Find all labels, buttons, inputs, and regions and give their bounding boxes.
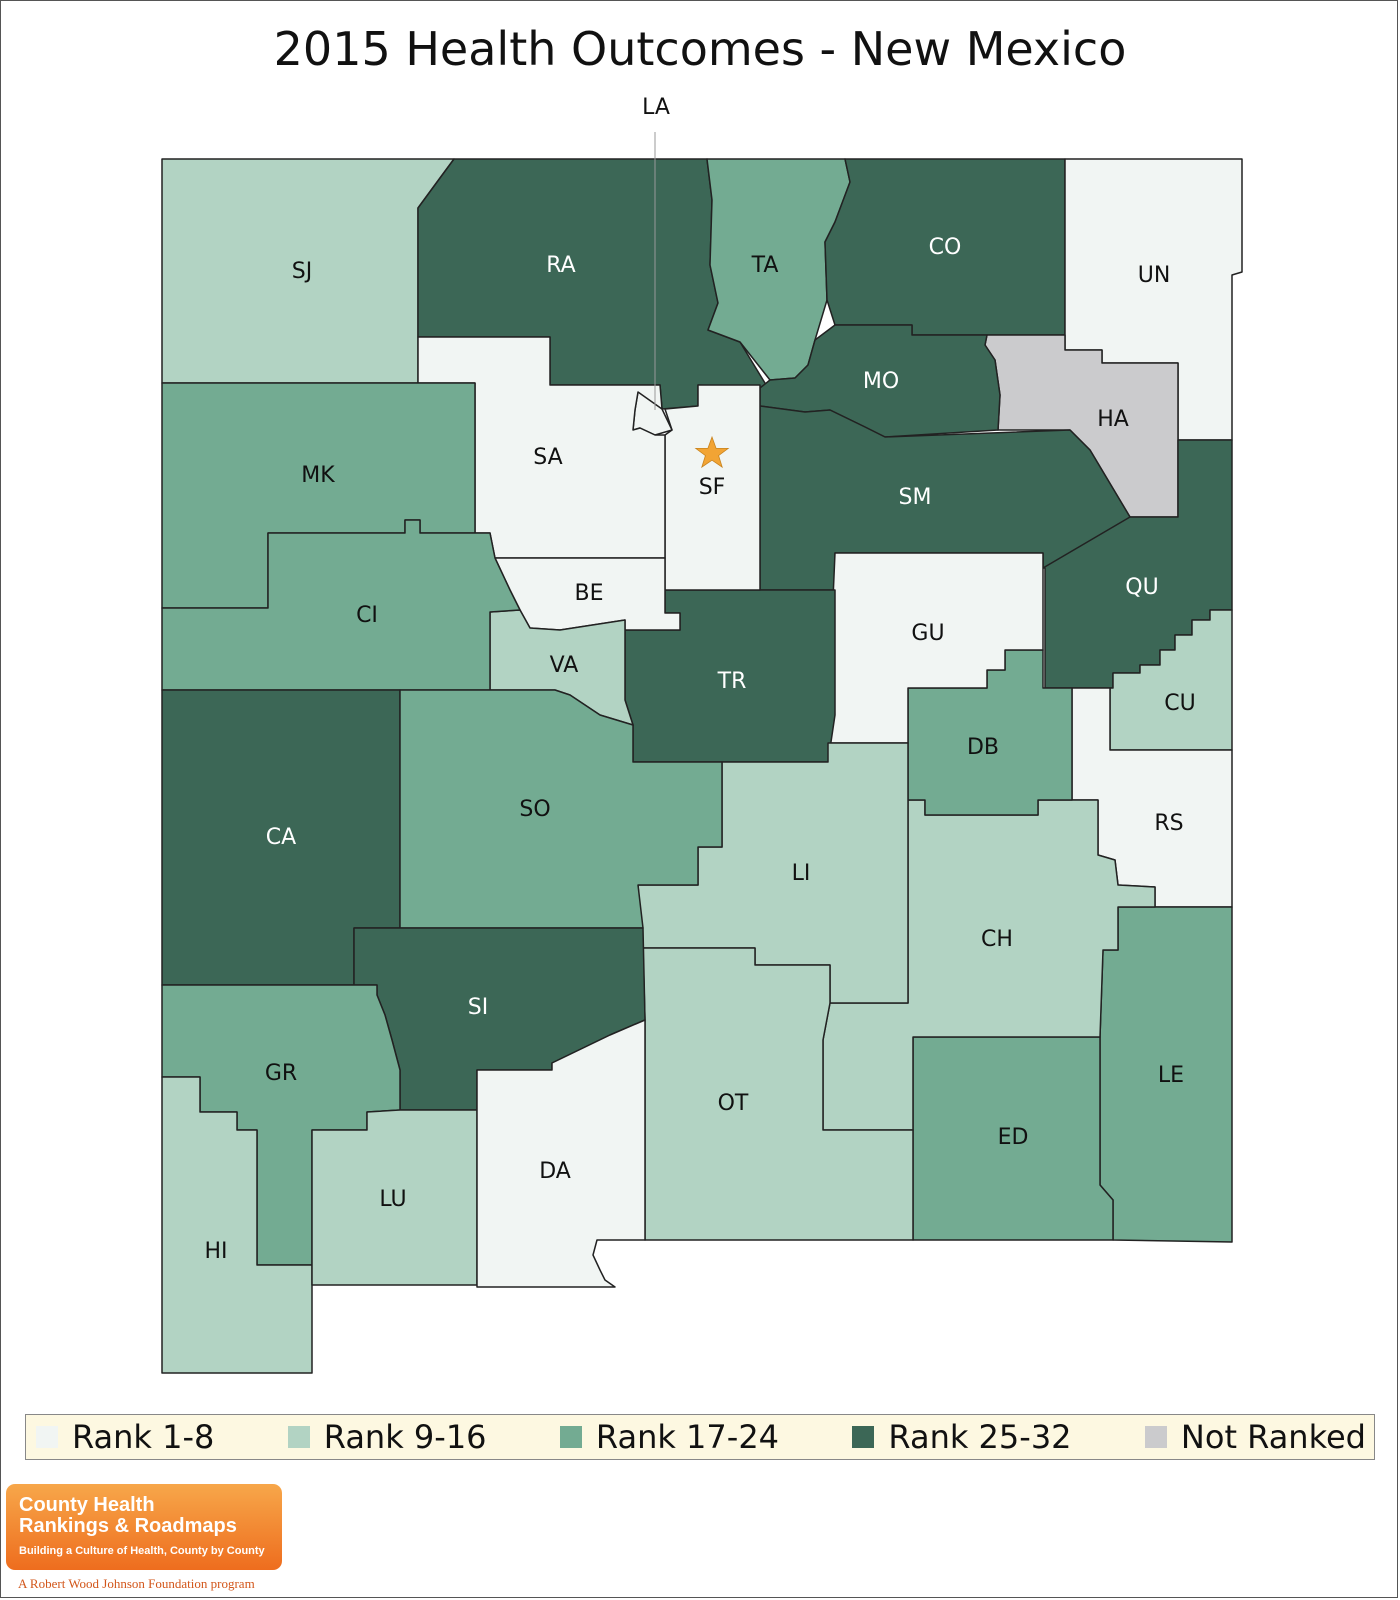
- logo-text-line2: Rankings & Roadmaps: [19, 1515, 237, 1537]
- county-lu[interactable]: [311, 1109, 478, 1286]
- county-label-sj: SJ: [292, 259, 312, 284]
- logo-subtitle: A Robert Wood Johnson Foundation program: [18, 1576, 255, 1591]
- map-title: 2015 Health Outcomes - New Mexico: [273, 22, 1127, 76]
- county-label-co: CO: [929, 235, 962, 260]
- legend-swatch: [559, 1426, 582, 1448]
- county-label-si: SI: [468, 995, 488, 1020]
- logo-text-line1: County Health: [19, 1494, 155, 1516]
- county-label-mk: MK: [301, 463, 335, 488]
- county-label-sm: SM: [899, 485, 932, 510]
- county-label-lu: LU: [379, 1187, 406, 1212]
- legend-swatch: [1144, 1426, 1167, 1448]
- county-label-ch: CH: [981, 927, 1013, 952]
- county-label-le: LE: [1158, 1063, 1184, 1088]
- county-hi[interactable]: [161, 1076, 313, 1374]
- county-label-db: DB: [967, 735, 999, 760]
- county-label-ha: HA: [1097, 407, 1129, 432]
- county-da[interactable]: [476, 1019, 646, 1288]
- legend-swatch: [852, 1426, 875, 1448]
- county-label-tr: TR: [717, 669, 747, 694]
- county-label-ra: RA: [546, 253, 575, 278]
- new-mexico-map: SJ RA TA CO UN MK SA LA SF MO HA SM CI B…: [161, 95, 1243, 1374]
- county-label-hi: HI: [204, 1239, 227, 1264]
- legend-item-rank-25-32: Rank 25-32: [852, 1418, 1072, 1456]
- county-label-so: SO: [519, 797, 550, 822]
- county-label-sa: SA: [533, 445, 562, 470]
- legend-label: Not Ranked: [1180, 1418, 1366, 1456]
- county-label-gr: GR: [265, 1061, 297, 1086]
- legend-item-rank-1-8: Rank 1-8: [36, 1418, 214, 1456]
- legend-label: Rank 1-8: [72, 1418, 215, 1456]
- capital-star-icon: [694, 435, 730, 469]
- legend-item-rank-17-24: Rank 17-24: [559, 1418, 780, 1456]
- logo-tagline: Building a Culture of Health, County by …: [19, 1545, 265, 1557]
- county-label-va: VA: [550, 653, 579, 678]
- county-label-da: DA: [539, 1159, 571, 1184]
- county-label-ot: OT: [718, 1091, 749, 1116]
- county-label-ed: ED: [998, 1125, 1029, 1150]
- county-label-ci: CI: [356, 603, 378, 628]
- county-ci[interactable]: [161, 519, 521, 691]
- county-label-la: LA: [642, 95, 670, 120]
- chrr-logo[interactable]: County Health Rankings & Roadmaps Buildi…: [6, 1484, 282, 1570]
- legend-item-rank-9-16: Rank 9-16: [287, 1418, 487, 1456]
- county-label-be: BE: [575, 581, 604, 606]
- legend-label: Rank 9-16: [323, 1418, 487, 1456]
- county-label-un: UN: [1138, 263, 1171, 288]
- county-so[interactable]: [399, 689, 723, 929]
- legend-label: Rank 17-24: [595, 1418, 780, 1456]
- legend-item-not-ranked: Not Ranked: [1144, 1418, 1366, 1456]
- county-label-li: LI: [792, 861, 811, 886]
- county-label-rs: RS: [1154, 811, 1183, 836]
- legend: Rank 1-8 Rank 9-16 Rank 17-24 Rank 25-32…: [25, 1414, 1375, 1460]
- legend-swatch: [287, 1426, 310, 1448]
- county-label-ca: CA: [266, 825, 296, 850]
- legend-swatch: [36, 1426, 58, 1448]
- county-label-mo: MO: [863, 369, 899, 394]
- county-label-gu: GU: [911, 621, 944, 646]
- county-label-qu: QU: [1125, 575, 1158, 600]
- legend-label: Rank 25-32: [888, 1418, 1072, 1456]
- county-label-cu: CU: [1164, 691, 1195, 716]
- county-label-sf: SF: [699, 475, 726, 500]
- county-label-ta: TA: [751, 253, 779, 278]
